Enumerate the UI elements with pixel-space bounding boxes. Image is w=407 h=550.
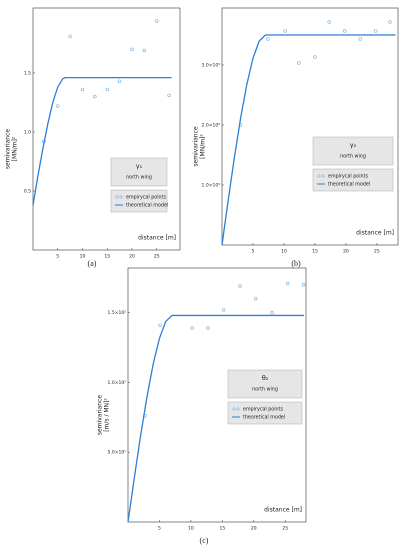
y-tick-label: 1.0×10² (108, 380, 127, 386)
x-tick-label: 25 (282, 526, 288, 532)
legend-entry: theoretical model (243, 415, 285, 421)
y-axis-label: semivariance (97, 395, 104, 435)
legend-title-box (312, 136, 394, 166)
legend-box (227, 401, 303, 425)
x-tick-label: 15 (104, 254, 110, 260)
empirical-point (105, 87, 109, 92)
legend-marker (232, 407, 236, 411)
legend-box (110, 189, 168, 213)
legend-entry: theoretical model (328, 182, 370, 188)
x-tick-label: 10 (80, 254, 86, 260)
y-axis-label: semivariance (5, 129, 12, 169)
empirical-point (93, 94, 97, 99)
empirical-point (154, 19, 159, 23)
model-line (127, 314, 305, 523)
y-axis-label: [MN/m]² (200, 134, 207, 159)
legend-entry: empirycal points (328, 174, 368, 180)
plot-frame (221, 7, 399, 246)
x-axis-label: distance [m] (356, 230, 394, 237)
empirical-point (158, 323, 162, 327)
y-tick-label: 1.5×10² (108, 310, 127, 316)
plot-frame (32, 7, 181, 251)
empirical-point (190, 326, 194, 330)
x-axis-label: distance [m] (264, 507, 302, 514)
x-tick-label: 5 (158, 526, 161, 532)
legend-marker (115, 195, 119, 199)
x-tick-label: 5 (56, 254, 59, 260)
plot-frame (127, 267, 307, 523)
empirical-point (206, 326, 210, 330)
empirical-point (283, 29, 287, 33)
empirical-point (327, 20, 331, 24)
y-tick-label: 2.0×10³ (202, 123, 221, 129)
empirical-point (167, 93, 171, 98)
legend-subtitle: north wing (126, 175, 152, 181)
empirical-point (297, 61, 301, 65)
empirical-point (313, 55, 317, 59)
legend-entry: theoretical model (126, 203, 168, 209)
y-tick-label: 1.0 (24, 129, 31, 135)
empirical-point (342, 29, 347, 33)
legend-title: γ₁ (136, 162, 143, 170)
legend-entry: empirycal points (126, 195, 166, 201)
legend-box (312, 168, 394, 192)
empirical-point (388, 20, 392, 24)
x-tick-label: 5 (252, 249, 255, 255)
legend-title: γ₂ (350, 141, 357, 149)
empirical-point (80, 87, 85, 92)
y-tick-label: 0.5 (24, 188, 31, 194)
empirical-point (55, 104, 60, 108)
empirical-point (373, 29, 378, 33)
legend-title-box (227, 369, 303, 399)
x-tick-label: 10 (188, 526, 194, 532)
y-tick-label: 3.0×10³ (202, 63, 221, 69)
empirical-point (266, 37, 270, 41)
legend-subtitle: north wing (340, 154, 366, 160)
legend-entry: empirycal points (243, 407, 283, 413)
empirical-point (68, 34, 72, 39)
x-tick-label: 20 (343, 249, 349, 255)
panel-label: (b) (291, 259, 301, 268)
empirical-point (238, 284, 242, 288)
y-axis-label: [MN/m]² (12, 136, 19, 161)
empirical-point (221, 308, 226, 312)
x-tick-label: 10 (281, 249, 287, 255)
panel-label: (c) (200, 536, 209, 545)
empirical-point (253, 296, 258, 301)
empirical-point (286, 281, 290, 286)
legend-marker (119, 195, 123, 199)
y-axis-label: semivariance (193, 126, 200, 166)
x-axis-label: distance [m] (138, 235, 176, 242)
y-tick-label: 5.0×10¹ (108, 450, 127, 456)
empirical-point (142, 48, 147, 53)
legend-subtitle: north wing (252, 387, 278, 393)
legend-title: θ₂ (262, 374, 269, 382)
model-line (32, 76, 172, 206)
legend-marker (317, 174, 321, 178)
x-tick-label: 15 (219, 526, 225, 532)
empirical-point (270, 310, 274, 315)
x-tick-label: 25 (154, 254, 160, 260)
y-tick-label: 1.0×10³ (202, 183, 221, 189)
empirical-point (358, 37, 362, 41)
empirical-point (130, 47, 134, 52)
panel-label: (a) (88, 259, 97, 268)
x-tick-label: 20 (129, 254, 135, 260)
x-tick-label: 20 (251, 526, 257, 532)
legend-marker (321, 174, 325, 178)
model-line (221, 34, 396, 246)
x-tick-label: 15 (312, 249, 318, 255)
empirical-point (117, 79, 122, 83)
legend-marker (236, 407, 240, 411)
x-tick-label: 25 (374, 249, 380, 255)
legend-title-box (110, 157, 168, 187)
y-axis-label: [m/s / MN]² (104, 398, 111, 432)
y-tick-label: 1.5 (24, 70, 31, 76)
empirical-point (301, 282, 306, 287)
